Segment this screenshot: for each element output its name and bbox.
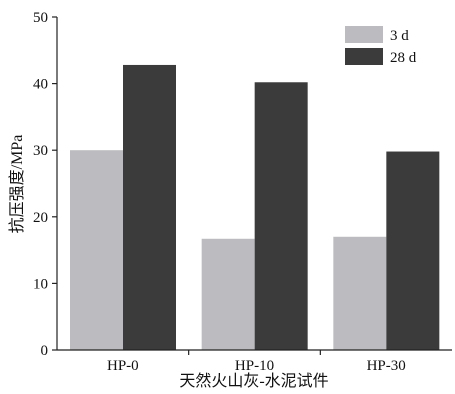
y-tick-label: 40 [33, 77, 48, 93]
y-axis-label: 抗压强度/MPa [8, 135, 26, 234]
y-ticks: 0 10 20 30 40 50 [33, 10, 57, 359]
legend-swatch-3d [345, 26, 383, 43]
y-tick-label: 10 [33, 276, 48, 292]
bar-hp-0-3d [70, 150, 123, 350]
bar-hp-10-3d [201, 238, 255, 350]
axes-layer [56, 17, 452, 351]
y-tick-label: 30 [33, 143, 48, 159]
bar-hp-30-28d [386, 151, 440, 350]
x-axis-label: 天然火山灰-水泥试件 [179, 372, 328, 390]
y-tick-label: 20 [33, 210, 48, 226]
legend-label-28d: 28 d [390, 50, 417, 66]
y-tick-label: 50 [33, 10, 48, 26]
x-tick-label-hp-0: HP-0 [107, 358, 139, 374]
bars-layer [70, 64, 440, 351]
y-tick-label: 0 [41, 343, 49, 359]
bar-hp-0-28d [123, 64, 176, 351]
bar-hp-30-3d [333, 236, 387, 350]
bar-hp-10-28d [254, 82, 308, 350]
x-tick-label-hp-30: HP-30 [367, 358, 406, 374]
x-ticks: HP-0 HP-10 HP-30 [107, 350, 406, 374]
legend-swatch-28d [345, 48, 383, 65]
x-tick-label-hp-10: HP-10 [235, 358, 274, 374]
legend-label-3d: 3 d [390, 28, 409, 44]
legend: 3 d 28 d [345, 26, 417, 66]
